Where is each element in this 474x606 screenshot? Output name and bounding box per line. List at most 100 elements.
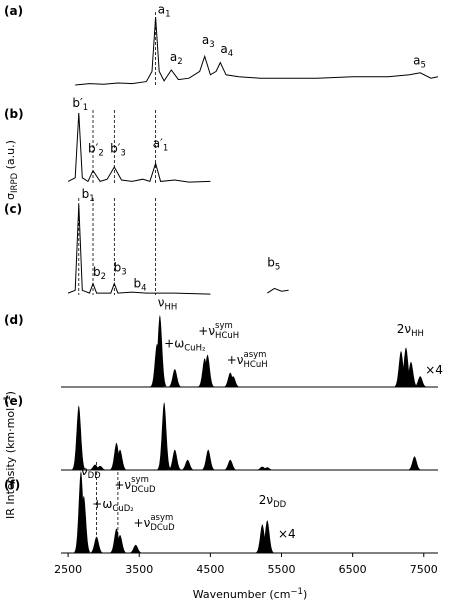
peak-label-sub: HH bbox=[164, 302, 177, 312]
peak-label-sup: sym bbox=[215, 321, 233, 331]
peak-label-sub: 5 bbox=[275, 263, 280, 273]
peak-label-sub: DCuD bbox=[150, 523, 175, 533]
peak-label: b′ bbox=[88, 142, 99, 156]
peak-label: a′ bbox=[153, 137, 163, 151]
peak-label-sub: HH bbox=[411, 329, 424, 339]
peak-label: a bbox=[170, 50, 177, 64]
x-label-sup: −1 bbox=[290, 587, 303, 597]
peak-label: ν bbox=[81, 464, 88, 478]
y-label-text: σ bbox=[4, 193, 17, 200]
panel-label: (c) bbox=[4, 202, 22, 216]
y-label-end: (a.u.) bbox=[4, 140, 17, 173]
x-label-end: ) bbox=[303, 588, 307, 601]
peak-label-sub: DD bbox=[88, 471, 102, 481]
peak bbox=[413, 376, 427, 387]
peak bbox=[113, 449, 127, 470]
peak bbox=[404, 361, 418, 387]
peak bbox=[77, 495, 91, 553]
peak bbox=[200, 354, 215, 387]
y-label-bottom: IR Intensity (km·mol−1) bbox=[3, 391, 17, 519]
peak-label-sub: 2 bbox=[101, 272, 106, 282]
x-tick-label: 5500 bbox=[268, 563, 296, 576]
panel-label: (e) bbox=[4, 394, 23, 408]
peak-label-sub: 1 bbox=[163, 144, 168, 154]
peak-label-sub: HCuH bbox=[244, 360, 268, 370]
x-tick-label: 3500 bbox=[125, 563, 153, 576]
peak bbox=[168, 449, 182, 470]
peak-label: a bbox=[158, 3, 165, 17]
peak-label-sup: sym bbox=[131, 475, 149, 485]
peak-label-sub: 2 bbox=[177, 57, 182, 67]
peak-label: +ν bbox=[114, 478, 131, 492]
panel-label: (f) bbox=[4, 478, 20, 492]
peak-label-sub: 1 bbox=[83, 103, 88, 113]
peak bbox=[201, 449, 215, 470]
peak-label-sub: DCuD bbox=[131, 485, 156, 495]
peak-label: b bbox=[93, 265, 101, 279]
y-label-text: IR Intensity (km·mol bbox=[4, 408, 17, 519]
peak bbox=[407, 456, 422, 470]
peak-label-sub: 1 bbox=[165, 10, 170, 20]
y-label-sup: −1 bbox=[3, 395, 13, 408]
peak-label-sub: 5 bbox=[420, 61, 425, 71]
peak bbox=[129, 544, 143, 553]
peak-label: +ν bbox=[198, 324, 215, 338]
peak-label: +ν bbox=[134, 516, 151, 530]
peak bbox=[260, 520, 274, 553]
x-tick-label: 2500 bbox=[54, 563, 82, 576]
peak-label-sub: CuD₂ bbox=[112, 504, 133, 514]
peak-label: ×4 bbox=[278, 527, 296, 541]
peak-label: +ω bbox=[164, 336, 184, 350]
peak bbox=[153, 315, 167, 387]
peak-label-sub: 4 bbox=[228, 49, 233, 59]
peak bbox=[113, 535, 127, 553]
peak-label: b bbox=[134, 276, 142, 290]
peak-label: 2ν bbox=[259, 493, 274, 507]
peak-label-sub: 3 bbox=[209, 40, 214, 50]
x-tick-label: 7500 bbox=[410, 563, 438, 576]
peak-label-sub: 2 bbox=[98, 149, 103, 159]
peak-label-sub: 1 bbox=[89, 194, 94, 204]
peak-label: b′ bbox=[72, 96, 83, 110]
peak-label: a bbox=[202, 33, 209, 47]
peak-label: b bbox=[267, 256, 275, 270]
peak-label-sub: CuH₂ bbox=[184, 343, 205, 353]
peak-label: b bbox=[82, 187, 90, 201]
spectrum-trace bbox=[67, 204, 289, 295]
peak-label: a bbox=[220, 42, 227, 56]
peak-label-sub: 3 bbox=[120, 149, 125, 159]
peak-label: b bbox=[114, 260, 122, 274]
peak-label: a bbox=[413, 54, 420, 68]
peak-label-sup: asym bbox=[150, 513, 173, 523]
peak-label-sub: 3 bbox=[121, 267, 126, 277]
y-label-end: ) bbox=[4, 391, 17, 395]
peak-label-sub: HCuH bbox=[215, 331, 239, 341]
peak-label-sup: asym bbox=[244, 350, 267, 360]
peak bbox=[168, 369, 182, 387]
peak-label: ×4 bbox=[425, 363, 443, 377]
peak-label: ν bbox=[158, 295, 165, 309]
spectrum-trace bbox=[75, 16, 439, 86]
x-label: Wavenumber (cm−1) bbox=[193, 587, 308, 601]
x-tick-label: 6500 bbox=[339, 563, 367, 576]
peak bbox=[181, 459, 195, 470]
spectrum-trace bbox=[67, 112, 211, 183]
x-label-text: Wavenumber (cm bbox=[193, 588, 291, 601]
peak bbox=[72, 405, 86, 470]
x-tick-label: 4500 bbox=[196, 563, 224, 576]
peak bbox=[157, 402, 171, 470]
peak bbox=[226, 376, 240, 387]
y-label-sub: IRPD bbox=[10, 172, 20, 193]
peak-label: 2ν bbox=[397, 322, 412, 336]
peak-label: b′ bbox=[110, 142, 121, 156]
peak-label: +ν bbox=[227, 353, 244, 367]
panel-label: (d) bbox=[4, 313, 24, 327]
panel-label: (b) bbox=[4, 107, 24, 121]
peak bbox=[90, 536, 104, 553]
peak bbox=[223, 459, 237, 470]
panel-label: (a) bbox=[4, 4, 23, 18]
peak-label-sub: DD bbox=[273, 500, 287, 510]
peak-label-sub: 4 bbox=[141, 283, 146, 293]
peak-label: +ω bbox=[92, 497, 112, 511]
